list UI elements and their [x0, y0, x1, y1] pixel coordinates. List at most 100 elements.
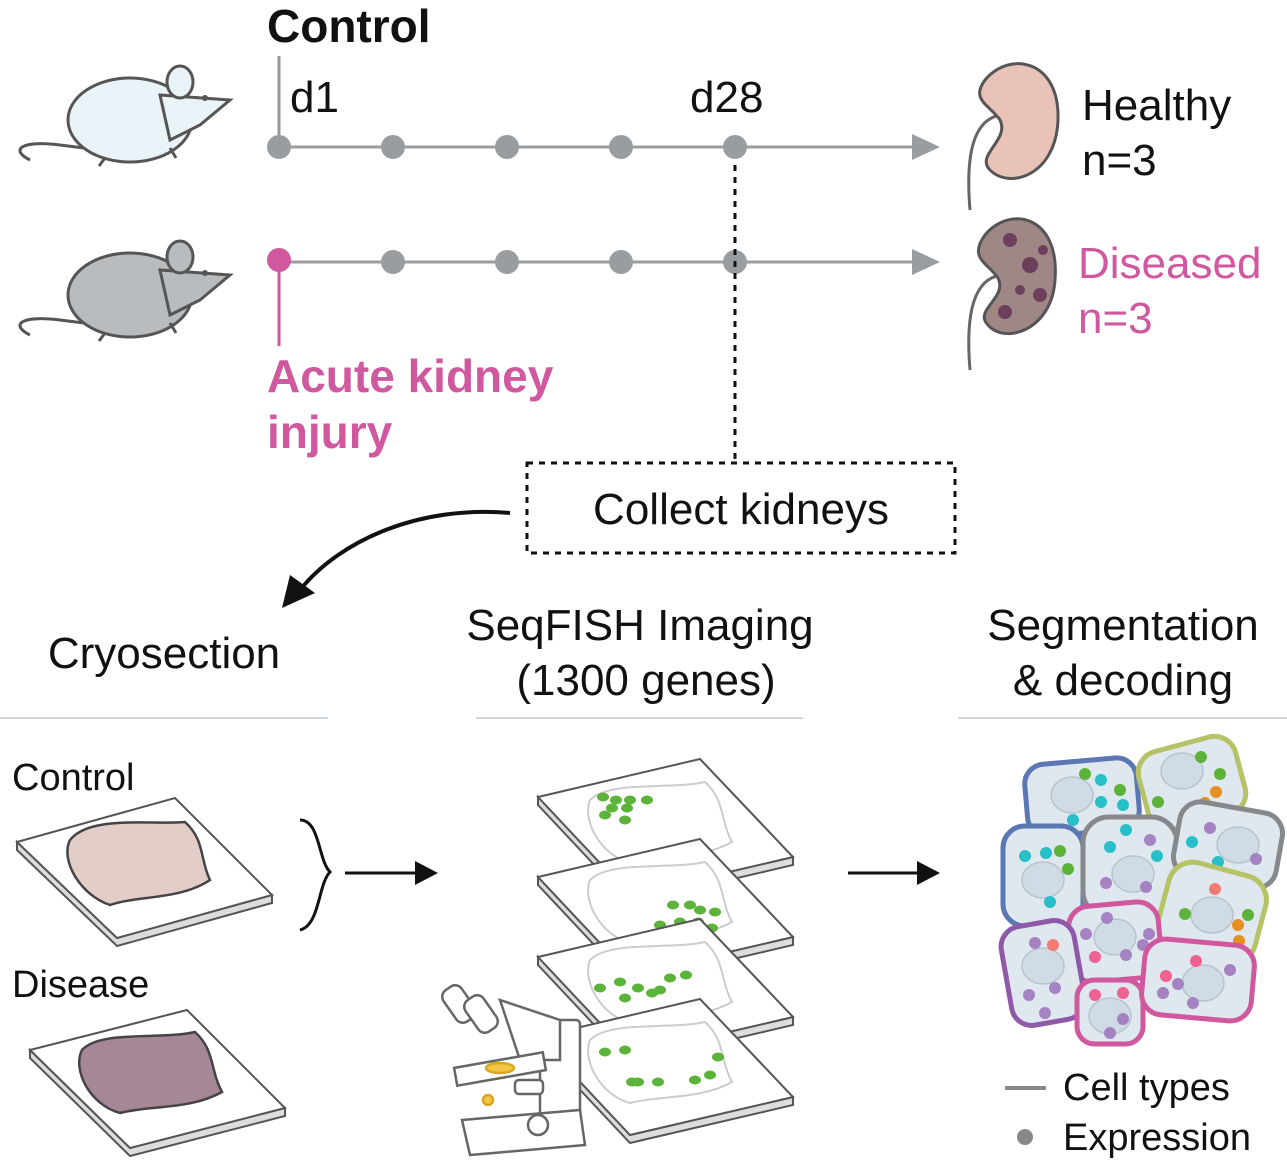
- imaging-slide-stack: [536, 757, 795, 1145]
- healthy-n: n=3: [1082, 136, 1157, 185]
- expression-dot: [1054, 845, 1066, 857]
- cell-nucleus: [1021, 861, 1065, 899]
- expression-dot: [1100, 877, 1112, 889]
- cell-nucleus: [1021, 947, 1065, 985]
- expression-dot: [1067, 814, 1079, 826]
- fish-spot: [709, 907, 721, 917]
- expression-dot: [1047, 939, 1059, 951]
- disease-slide: [28, 1008, 287, 1158]
- cell: [1080, 814, 1180, 920]
- cell: [1000, 823, 1086, 929]
- healthy-label: Healthy: [1082, 81, 1231, 130]
- healthy-kidney-icon: [967, 62, 1060, 211]
- fish-spot: [712, 1052, 724, 1062]
- fish-spot: [624, 795, 636, 805]
- expression-dot: [1080, 928, 1092, 940]
- fish-spot: [614, 977, 626, 987]
- expression-dot: [1152, 796, 1164, 808]
- expression-dot: [1204, 822, 1216, 834]
- fish-spot: [606, 803, 618, 813]
- collect-label: Collect kidneys: [593, 485, 889, 534]
- segmentation-title-line2: & decoding: [1013, 656, 1233, 705]
- expression-dot: [1140, 881, 1152, 893]
- control-mouse-icon: [18, 64, 234, 167]
- curved-arrowhead: [282, 575, 315, 608]
- expression-dot: [1151, 850, 1163, 862]
- cell: [1074, 977, 1146, 1047]
- cell: [998, 918, 1088, 1028]
- expression-dot: [1242, 909, 1254, 921]
- fish-spot: [619, 993, 631, 1003]
- fish-spot: [667, 900, 679, 910]
- cryosection-title: Cryosection: [48, 629, 280, 678]
- expression-dot: [1143, 928, 1155, 940]
- cell: [1066, 899, 1164, 985]
- expression-dot: [1209, 883, 1221, 895]
- expression-dot: [1104, 841, 1116, 853]
- segmented-cells: [998, 733, 1285, 1047]
- microscope-icon: [440, 984, 587, 1157]
- diseased-n: n=3: [1078, 294, 1153, 343]
- injury-timepoint: [267, 248, 291, 272]
- disease-mouse-icon: [18, 239, 234, 342]
- expression-dot: [1104, 1027, 1116, 1039]
- segmentation-title-line1: Segmentation: [987, 601, 1259, 650]
- injury-label-line2: injury: [267, 406, 393, 458]
- fish-spot: [594, 983, 606, 993]
- cell-nucleus: [1093, 918, 1137, 956]
- fish-spot: [632, 1077, 644, 1087]
- cell-nucleus: [1181, 964, 1225, 1002]
- expression-dot: [1044, 896, 1056, 908]
- fish-spot: [621, 803, 633, 813]
- fish-spot: [610, 795, 622, 805]
- fish-spot: [680, 970, 692, 980]
- diseased-label: Diseased: [1078, 239, 1261, 288]
- fish-spot: [641, 795, 653, 805]
- expression-dot: [1023, 989, 1035, 1001]
- fish-spot: [599, 1047, 611, 1057]
- expression-dot: [1172, 978, 1184, 990]
- expression-dot: [1195, 751, 1207, 763]
- expression-dot: [1095, 774, 1107, 786]
- expression-dot: [1186, 836, 1198, 848]
- fish-spot: [632, 983, 644, 993]
- fish-spot: [684, 900, 696, 910]
- expression-dot: [1224, 964, 1236, 976]
- expression-dot: [1210, 786, 1222, 798]
- arrow-to-segmentation-head: [917, 861, 940, 885]
- expression-legend-label: Expression: [1063, 1117, 1251, 1159]
- expression-dot: [1250, 853, 1262, 865]
- fish-spot: [652, 1077, 664, 1087]
- control-arrowhead: [912, 134, 940, 160]
- cell-nucleus: [1216, 826, 1260, 864]
- cell-types-legend-label: Cell types: [1063, 1067, 1230, 1109]
- expression-dot: [1029, 937, 1041, 949]
- expression-dot: [1117, 987, 1129, 999]
- expression-dot: [1114, 784, 1126, 796]
- expression-dot: [1187, 997, 1199, 1009]
- expression-dot: [1214, 768, 1226, 780]
- disease-sample-label: Disease: [12, 964, 149, 1006]
- diseased-kidney-icon: [967, 217, 1057, 371]
- expression-dot: [1019, 850, 1031, 862]
- expression-dot: [1120, 824, 1132, 836]
- expression-dot: [1179, 908, 1191, 920]
- expression-dot: [1089, 989, 1101, 1001]
- cell-nucleus: [1160, 752, 1204, 790]
- grouping-brace: [299, 818, 333, 932]
- cell-nucleus: [1190, 896, 1234, 934]
- expression-dot: [1062, 863, 1074, 875]
- seqfish-title-line1: SeqFISH Imaging: [466, 601, 813, 650]
- disease-timepoints: [381, 250, 747, 274]
- seqfish-title-line2: (1300 genes): [516, 656, 775, 705]
- expression-dot: [1157, 987, 1169, 999]
- disease-arrowhead: [912, 249, 940, 275]
- expression-dot: [1190, 955, 1202, 967]
- expression-dot: [1039, 1007, 1051, 1019]
- control-sample-label: Control: [12, 757, 135, 799]
- expression-dot: [1232, 919, 1244, 931]
- fish-spot: [597, 792, 609, 802]
- control-timepoints: [267, 135, 747, 159]
- curved-arrow: [298, 509, 511, 592]
- control-label: Control: [267, 0, 431, 52]
